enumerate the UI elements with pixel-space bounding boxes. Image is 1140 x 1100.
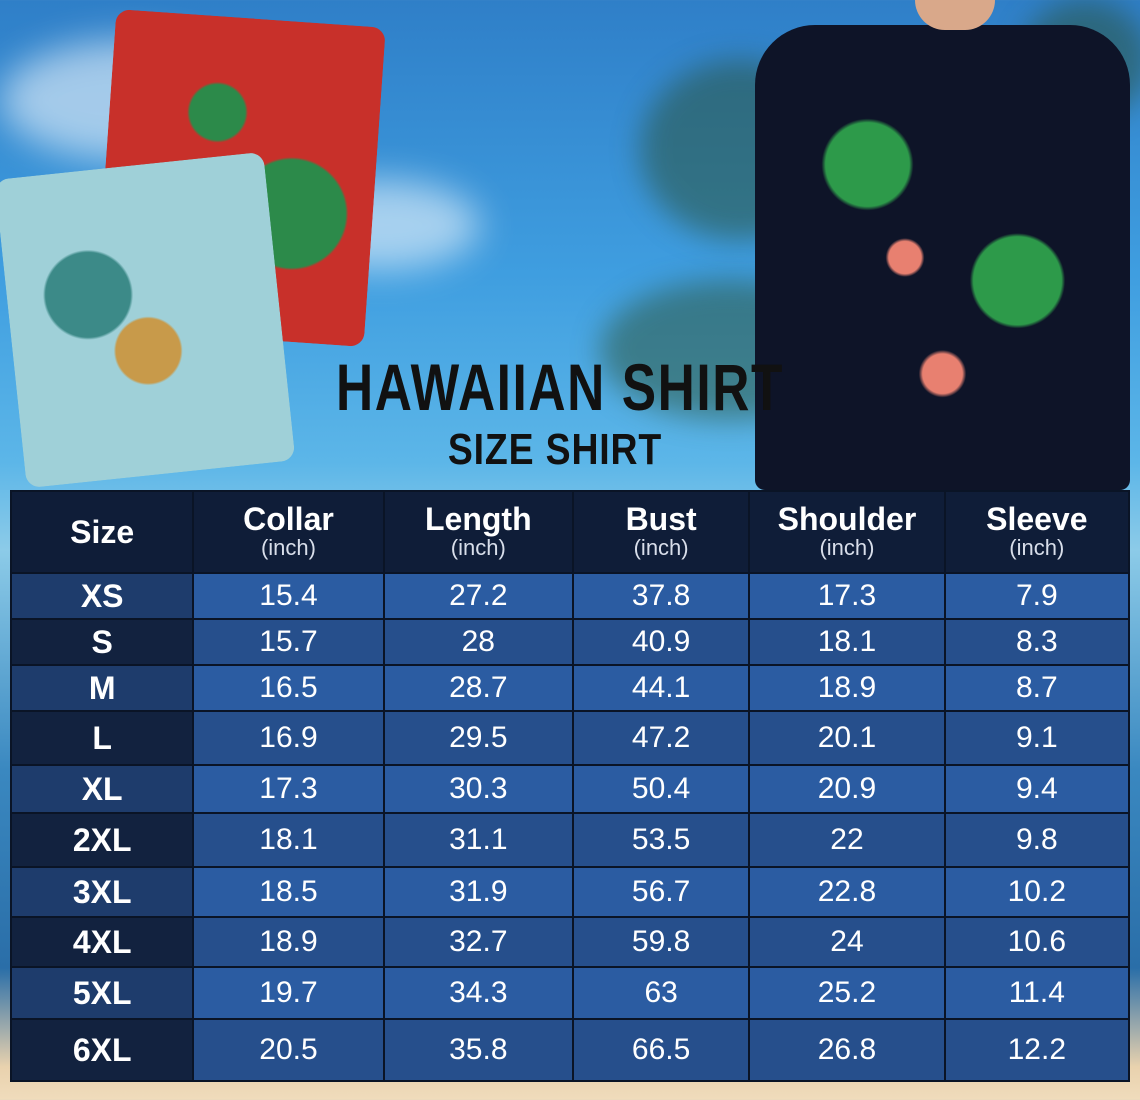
model-flamingo-shirt-image [755, 25, 1130, 490]
value-cell: 11.4 [945, 968, 1128, 1018]
value-cell: 15.4 [194, 574, 383, 618]
value-cell: 20.1 [750, 712, 944, 764]
column-header-label: Bust [625, 501, 697, 537]
column-header-collar: Collar (inch) [194, 492, 383, 572]
value-cell: 16.5 [194, 666, 383, 710]
value-cell: 37.8 [573, 574, 749, 618]
value-cell: 16.9 [194, 712, 383, 764]
value-cell: 26.8 [750, 1020, 944, 1080]
value-cell: 8.3 [945, 620, 1128, 664]
column-header-label: Length [424, 501, 532, 537]
size-cell: L [12, 712, 193, 764]
value-cell: 28.7 [384, 666, 572, 710]
value-cell: 56.7 [573, 868, 749, 916]
column-header-shoulder: Shoulder (inch) [750, 492, 944, 572]
value-cell: 28 [384, 620, 572, 664]
value-cell: 30.3 [384, 766, 572, 812]
column-header-sleeve: Sleeve (inch) [945, 492, 1128, 572]
column-header-label: Size [70, 514, 135, 550]
table-row: 4XL 18.9 32.7 59.8 24 10.6 [12, 918, 1128, 966]
value-cell: 20.5 [194, 1020, 383, 1080]
size-cell: S [12, 620, 193, 664]
value-cell: 66.5 [573, 1020, 749, 1080]
value-cell: 7.9 [945, 574, 1128, 618]
column-header-label: Collar [243, 501, 334, 537]
value-cell: 18.9 [194, 918, 383, 966]
value-cell: 17.3 [194, 766, 383, 812]
value-cell: 22 [750, 814, 944, 866]
column-header-size: Size [12, 492, 193, 572]
value-cell: 15.7 [194, 620, 383, 664]
value-cell: 10.6 [945, 918, 1128, 966]
table-row: XL 17.3 30.3 50.4 20.9 9.4 [12, 766, 1128, 812]
value-cell: 44.1 [573, 666, 749, 710]
value-cell: 9.4 [945, 766, 1128, 812]
value-cell: 18.5 [194, 868, 383, 916]
value-cell: 18.1 [750, 620, 944, 664]
value-cell: 17.3 [750, 574, 944, 618]
value-cell: 9.1 [945, 712, 1128, 764]
value-cell: 12.2 [945, 1020, 1128, 1080]
value-cell: 47.2 [573, 712, 749, 764]
column-header-unit: (inch) [450, 535, 506, 560]
value-cell: 40.9 [573, 620, 749, 664]
size-chart-table: Size Collar (inch) Length (inch) Bust (inch) Sh… [10, 490, 1130, 1082]
value-cell: 59.8 [573, 918, 749, 966]
table-row: L 16.9 29.5 47.2 20.1 9.1 [12, 712, 1128, 764]
table-header-row: Size Collar (inch) Length (inch) Bust (inch) Sh… [12, 492, 1128, 572]
size-cell: 2XL [12, 814, 193, 866]
column-header-unit: (inch) [819, 535, 875, 560]
value-cell: 34.3 [384, 968, 572, 1018]
size-cell: 4XL [12, 918, 193, 966]
size-cell: 6XL [12, 1020, 193, 1080]
size-cell: XL [12, 766, 193, 812]
value-cell: 50.4 [573, 766, 749, 812]
table-row: 5XL 19.7 34.3 63 25.2 11.4 [12, 968, 1128, 1018]
value-cell: 19.7 [194, 968, 383, 1018]
size-cell: 3XL [12, 868, 193, 916]
table-row: M 16.5 28.7 44.1 18.9 8.7 [12, 666, 1128, 710]
column-header-unit: (inch) [260, 535, 316, 560]
value-cell: 18.1 [194, 814, 383, 866]
page-subtitle: SIZE SHIRT [447, 425, 663, 474]
table-row: 3XL 18.5 31.9 56.7 22.8 10.2 [12, 868, 1128, 916]
value-cell: 27.2 [384, 574, 572, 618]
table-row: S 15.7 28 40.9 18.1 8.3 [12, 620, 1128, 664]
value-cell: 25.2 [750, 968, 944, 1018]
table-row: XS 15.4 27.2 37.8 17.3 7.9 [12, 574, 1128, 618]
value-cell: 35.8 [384, 1020, 572, 1080]
value-cell: 32.7 [384, 918, 572, 966]
blue-shirt-image [0, 151, 296, 489]
size-cell: 5XL [12, 968, 193, 1018]
size-cell: M [12, 666, 193, 710]
column-header-bust: Bust (inch) [573, 492, 749, 572]
value-cell: 8.7 [945, 666, 1128, 710]
column-header-unit: (inch) [1009, 535, 1065, 560]
value-cell: 31.1 [384, 814, 572, 866]
column-header-label: Sleeve [986, 501, 1088, 537]
value-cell: 18.9 [750, 666, 944, 710]
column-header-unit: (inch) [633, 535, 689, 560]
table-row: 2XL 18.1 31.1 53.5 22 9.8 [12, 814, 1128, 866]
value-cell: 63 [573, 968, 749, 1018]
value-cell: 53.5 [573, 814, 749, 866]
value-cell: 10.2 [945, 868, 1128, 916]
value-cell: 9.8 [945, 814, 1128, 866]
page-title: HAWAIIAN SHIRT [336, 350, 784, 424]
column-header-label: Shoulder [777, 501, 917, 537]
column-header-length: Length (inch) [384, 492, 572, 572]
value-cell: 22.8 [750, 868, 944, 916]
size-cell: XS [12, 574, 193, 618]
value-cell: 31.9 [384, 868, 572, 916]
value-cell: 29.5 [384, 712, 572, 764]
table-row: 6XL 20.5 35.8 66.5 26.8 12.2 [12, 1020, 1128, 1080]
value-cell: 20.9 [750, 766, 944, 812]
value-cell: 24 [750, 918, 944, 966]
